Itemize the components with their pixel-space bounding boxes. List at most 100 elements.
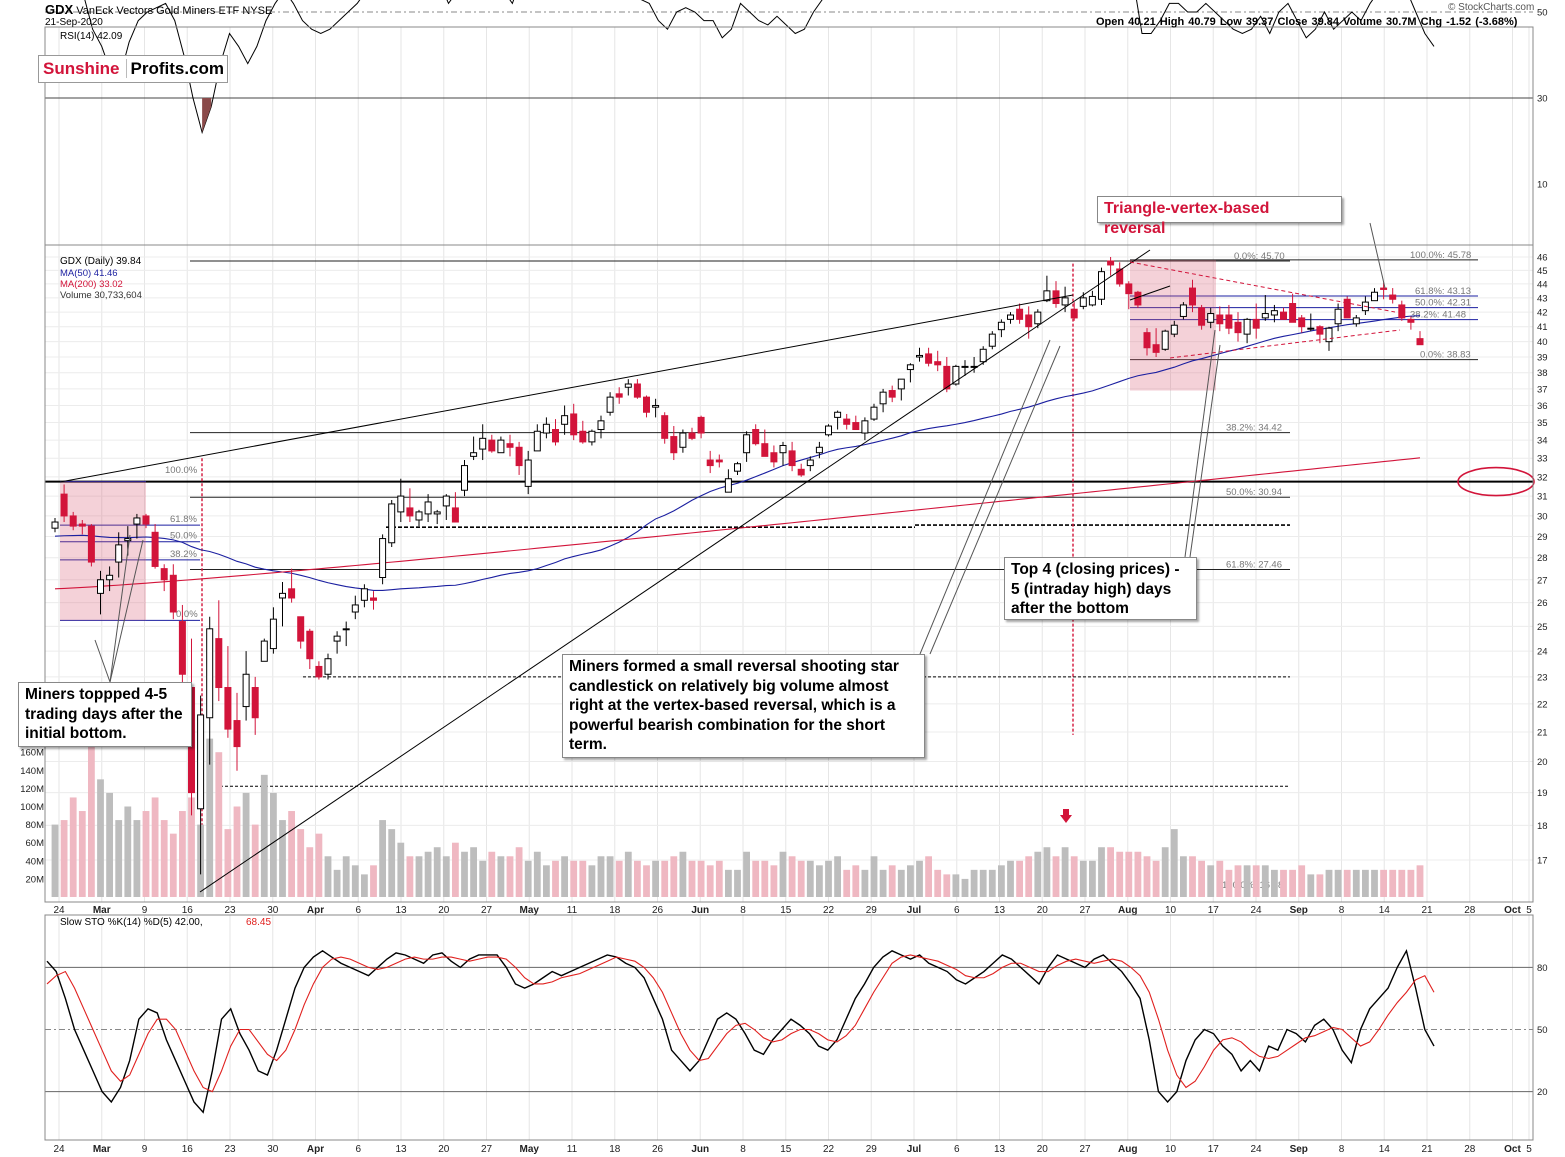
candle-body [770, 452, 778, 463]
candle-body [1052, 290, 1060, 305]
x-tick-label-bottom: Apr [307, 1144, 324, 1155]
candle-body [879, 391, 887, 405]
candle-body [1170, 324, 1178, 335]
candle-body [1152, 344, 1160, 353]
x-tick-label: Mar [93, 905, 111, 916]
candle-body [752, 429, 760, 445]
fib-label: 38.2% [170, 549, 197, 560]
volume-bar [1007, 860, 1014, 897]
logo-part1: Sunshine [39, 59, 127, 78]
volume-bar [133, 820, 141, 897]
fib-label: 100.0%: 16.18 [1222, 880, 1283, 891]
x-tick-label-bottom: 27 [1079, 1144, 1091, 1155]
volume-bar [1052, 856, 1060, 897]
volume-bar [715, 860, 723, 897]
volume-bar [1243, 865, 1251, 897]
volume-bar [242, 792, 250, 897]
candle-body [1216, 314, 1224, 325]
lower-trendline [199, 249, 1151, 893]
volume-bar [533, 851, 541, 897]
candle-body [1252, 318, 1260, 329]
candle-body [351, 604, 359, 613]
volume-bar [907, 865, 914, 897]
volume-bar [988, 869, 996, 897]
candle-body [133, 517, 141, 525]
volume-bar [1362, 869, 1369, 897]
candle-body [861, 420, 869, 434]
candle-body [743, 434, 751, 454]
candle-body [825, 425, 832, 436]
x-tick-label-bottom: 20 [1037, 1144, 1049, 1155]
x-tick-label-bottom: 13 [994, 1144, 1006, 1155]
volume-bar [970, 869, 978, 897]
volume-bar [233, 806, 241, 897]
candle-body [506, 443, 514, 448]
volume-bar [206, 738, 214, 897]
volume-bar [433, 847, 441, 897]
y-tick-label: 43 [1537, 293, 1548, 304]
candle-body [1234, 321, 1242, 334]
volume-bar [688, 860, 696, 897]
candle-body [552, 429, 559, 443]
y-tick-label: 46 [1537, 253, 1548, 264]
volume-bar [279, 820, 286, 897]
volume-bar [1152, 860, 1160, 897]
chart-header: GDX VanEck Vectors Gold Miners ETF NYSE [45, 2, 272, 17]
candle-body [1007, 314, 1014, 320]
candle-body [888, 390, 896, 398]
y-tick-label: 34 [1537, 436, 1548, 447]
x-tick-label-bottom: 23 [224, 1144, 236, 1155]
volume-bar [634, 860, 641, 897]
candle-body [315, 665, 323, 678]
candle-body [1179, 304, 1187, 317]
volume-bar [725, 869, 732, 897]
y-tick-label: 22 [1537, 699, 1548, 710]
chart-date: 21-Sep-2020 [45, 17, 103, 28]
volume-bar [979, 869, 987, 897]
x-tick-label: 22 [823, 905, 835, 916]
y-tick-label: 45 [1537, 266, 1548, 277]
candle-body [1352, 317, 1360, 325]
candle-body [260, 640, 268, 662]
y-tick-label: 27 [1537, 575, 1548, 586]
x-tick-label-bottom: 6 [355, 1144, 361, 1155]
x-tick-label: Sep [1290, 905, 1308, 916]
sunshine-profits-logo: Sunshine Profits.com [38, 55, 228, 83]
y-tick-label: 19 [1537, 788, 1548, 799]
x-tick-label: 24 [53, 905, 65, 916]
y-tick-label: 20 [1537, 757, 1548, 768]
volume-bar [452, 842, 459, 897]
volume-bar [1325, 869, 1333, 897]
x-tick-label-bottom: 11 [567, 1144, 578, 1155]
volume-bar [561, 856, 568, 897]
candle-body [461, 465, 468, 491]
candle-body [297, 616, 305, 642]
x-tick-label: 28 [1464, 905, 1476, 916]
fib-label: 100.0%: 45.78 [1410, 250, 1471, 261]
candle-body [178, 621, 186, 675]
volume-bar [179, 811, 186, 897]
candle-body [852, 422, 860, 431]
candle-body [1198, 307, 1206, 326]
candle-body [1107, 260, 1115, 266]
volume-bar [925, 856, 932, 897]
volume-bar [1380, 869, 1387, 897]
candle-body [643, 396, 650, 413]
x-tick-label-bottom: 15 [780, 1144, 792, 1155]
x-tick-label-bottom: Sep [1290, 1144, 1308, 1155]
volume-bar [879, 869, 887, 897]
candle-body [379, 538, 387, 579]
volume-bar [297, 829, 305, 897]
candle-body [1243, 318, 1251, 335]
volume-bar [1252, 865, 1260, 897]
rsi-panel: RSI(14) 42.09 [45, 0, 1533, 246]
candle-body [1325, 327, 1333, 343]
y-tick-label: 38 [1537, 368, 1548, 379]
candle-body [997, 321, 1005, 331]
candle-body [124, 538, 132, 542]
x-tick-label-bottom: 17 [1208, 1144, 1220, 1155]
y-tick-label: 29 [1537, 532, 1548, 543]
annotation-top4: Top 4 (closing prices) - 5 (intraday hig… [1004, 557, 1197, 620]
candle-body [206, 628, 214, 719]
x-tick-label: 14 [1379, 905, 1391, 916]
